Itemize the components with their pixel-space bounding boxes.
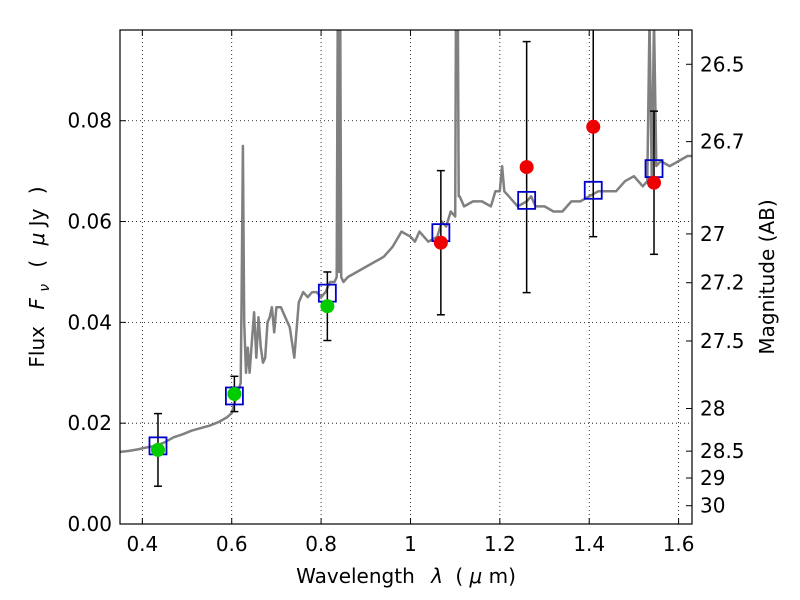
y2-tick-label: 27.2 (700, 271, 745, 295)
red-point-marker (519, 160, 534, 175)
y-tick-label: 0.00 (67, 512, 112, 536)
x-axis-title-unit: m) (489, 564, 516, 588)
y-axis-title-nu: ν (37, 284, 53, 292)
y2-tick-label: 26.5 (700, 52, 745, 76)
y-tick-label: 0.08 (67, 109, 112, 133)
y-axis-title-mu: μ (25, 233, 49, 247)
green-point-marker (320, 299, 335, 314)
x-tick-label: 1.2 (484, 532, 516, 556)
x-axis-title-mu: μ (469, 564, 483, 588)
red-point-marker (433, 235, 448, 250)
axes: 0.4 0.6 0.8 1 1.2 1.4 1.6 0.00 0.02 0.04 0.06 0.08 2… (67, 30, 745, 556)
x-axis-title-word: Wavelength (296, 564, 415, 588)
red-point-marker (647, 175, 662, 190)
x-axis-title: Wavelength λ ( μ m) (296, 564, 516, 588)
x-axis-title-lambda: λ (430, 564, 443, 588)
model-photometry-square (517, 190, 537, 210)
plot-background (120, 30, 692, 524)
y2-tick-label: 26.7 (700, 130, 745, 154)
x-axis-title-paren: ( (455, 564, 463, 588)
y-tick-label: 0.04 (67, 310, 112, 334)
x-tick-label: 0.8 (305, 532, 337, 556)
y-axis-title-open-paren: ( (25, 260, 49, 268)
data-layer (120, 30, 692, 487)
x-tick-label: 1.6 (663, 532, 695, 556)
y2-tick-label: 30 (700, 494, 725, 518)
x-tick-label: 0.6 (216, 532, 248, 556)
y2-tick-label: 27 (700, 222, 725, 246)
y-axis-title-F: F (25, 298, 49, 310)
y-tick-label: 0.02 (67, 411, 112, 435)
x-tick-label: 1 (404, 532, 417, 556)
green-point-marker (227, 386, 242, 401)
y-axis-title-close-paren: ) (25, 186, 49, 194)
x-tick-label: 0.4 (126, 532, 158, 556)
y2-axis-title: Magnitude (AB) (755, 199, 779, 354)
y-axis-title-unit: Jy (25, 208, 49, 228)
plot-frame (119, 29, 693, 525)
y2-tick-label: 28 (700, 397, 725, 421)
y2-tick-label: 27.5 (700, 329, 745, 353)
y-axis-title: Flux F ν ( μ Jy ) (25, 186, 54, 367)
model-photometry-square (583, 180, 603, 200)
y-tick-label: 0.06 (67, 210, 112, 234)
x-tick-label: 1.4 (573, 532, 605, 556)
red-point-marker (586, 119, 601, 134)
y-axis-title-word: Flux (25, 326, 49, 368)
model-spectrum-line (120, 30, 692, 454)
y2-tick-label: 29 (700, 466, 725, 490)
green-point-marker (150, 442, 165, 457)
y2-tick-label: 28.5 (700, 439, 745, 463)
